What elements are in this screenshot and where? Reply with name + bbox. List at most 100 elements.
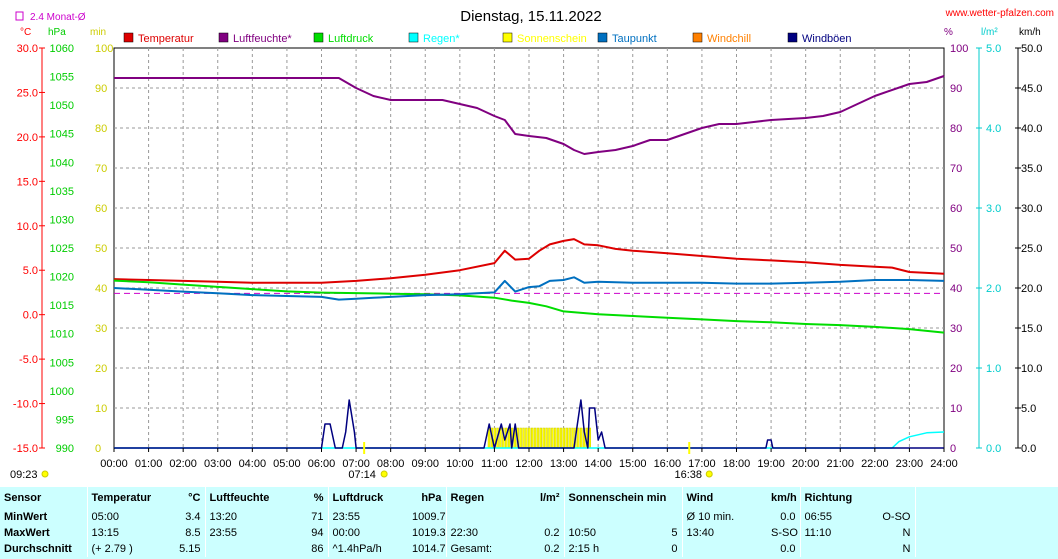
chart-marks — [113, 75, 945, 449]
temp-tick: 20.0 — [17, 132, 38, 144]
cell: N — [799, 541, 915, 557]
header-humidity: Luftfeuchte — [204, 487, 290, 509]
pressure-tick: 1000 — [50, 386, 74, 398]
sunshine-tick: 0 — [95, 443, 101, 455]
cell: 00:00 — [327, 525, 408, 541]
pressure-tick: 1045 — [50, 129, 74, 141]
sunshine-bar — [562, 427, 566, 449]
sunshine-tick: 50 — [95, 243, 107, 255]
humidity-unit-label: % — [944, 27, 953, 38]
x-tick-label: 04:00 — [239, 458, 267, 470]
cell: 23:55 — [327, 509, 408, 525]
header-rain: Regen — [445, 487, 526, 509]
header-wind: Wind — [681, 487, 767, 509]
cell: 13:40 — [681, 525, 767, 541]
sunshine-bar — [525, 427, 528, 449]
temp-tick: -5.0 — [19, 354, 38, 366]
temp-tick: 15.0 — [17, 176, 38, 188]
pressure-tick: 1055 — [50, 72, 74, 84]
wind-tick: 10.0 — [1021, 363, 1042, 375]
humidity-tick: 60 — [950, 203, 962, 215]
table-row: MaxWert 13:15 8.5 23:55 94 00:00 1019.3 … — [0, 525, 1055, 541]
rain-tick: 2.0 — [986, 283, 1001, 295]
legend: Temperatur Luftfeuchte* Luftdruck Regen* Son… — [123, 32, 852, 45]
pressure-tick: 1050 — [50, 100, 74, 112]
cell: 0.0 — [780, 511, 796, 523]
header-pressure-unit: hPa — [421, 492, 442, 504]
legend-label: Windböen — [802, 33, 852, 45]
temp-tick: -10.0 — [13, 399, 38, 411]
legend-label: Regen* — [423, 33, 460, 45]
cell: 23:55 — [204, 525, 290, 541]
x-tick-label: 19:00 — [757, 458, 785, 470]
cell — [445, 509, 526, 525]
legend-label: Windchill — [707, 33, 751, 45]
cell: 13:15 — [86, 525, 167, 541]
sunshine-tick: 20 — [95, 363, 107, 375]
sunset-label: 16:38 — [674, 469, 702, 481]
wind-tick: 0.0 — [1021, 443, 1036, 455]
header-pressure: Luftdruck — [327, 487, 408, 509]
cell: 13:40 — [686, 527, 715, 539]
cell: N — [902, 543, 911, 555]
wind-tick: 5.0 — [1021, 403, 1036, 415]
series-line — [114, 399, 944, 449]
header-sunshine: Sonnenschein min — [563, 487, 682, 509]
x-tick-label: 13:00 — [550, 458, 578, 470]
humidity-tick: 80 — [950, 123, 962, 135]
pressure-tick: 1030 — [50, 214, 74, 226]
sunshine-bar — [533, 427, 537, 449]
legend-label: Taupunkt — [612, 33, 657, 45]
sun-icon — [380, 470, 388, 478]
stats-table: Sensor Temperatur °C Luftfeuchte % Luftd… — [0, 487, 1058, 559]
cell: 0.2 — [544, 543, 560, 555]
x-tick-label: 22:00 — [861, 458, 889, 470]
series-line — [114, 75, 945, 155]
x-tick-label: 16:00 — [654, 458, 682, 470]
x-tick-label: 18:00 — [723, 458, 751, 470]
avg-marker-icon — [15, 11, 24, 21]
humidity-tick: 90 — [950, 83, 962, 95]
legend-label: Sonnenschein — [517, 33, 587, 45]
wind-tick: 45.0 — [1021, 83, 1042, 95]
rain-tick: 3.0 — [986, 203, 1001, 215]
sunshine-bar — [530, 427, 534, 449]
sun-icon — [705, 470, 713, 478]
temp-tick: 5.0 — [23, 265, 38, 277]
pressure-tick: 1040 — [50, 157, 74, 169]
pressure-tick: 1015 — [50, 300, 74, 312]
rain-tick: 0.0 — [986, 443, 1001, 455]
x-tick-label: 20:00 — [792, 458, 820, 470]
header-humidity-unit: % — [313, 492, 324, 504]
humidity-tick: 40 — [950, 283, 962, 295]
cell: Ø 10 min. — [686, 511, 735, 523]
pressure-tick: 1060 — [50, 43, 74, 55]
sunshine-tick: 60 — [95, 203, 107, 215]
series-line — [113, 279, 945, 334]
x-tick-label: 09:00 — [411, 458, 439, 470]
header-wind-unit: km/h — [771, 492, 797, 504]
x-tick-label: 03:00 — [204, 458, 232, 470]
avg-label: 2.4 Monat-Ø — [30, 12, 86, 23]
grid — [113, 47, 945, 449]
sunshine-bar — [579, 427, 583, 449]
sun-icon — [41, 470, 49, 478]
legend-swatch — [597, 32, 608, 43]
series-line — [113, 238, 945, 284]
series-line — [113, 276, 945, 301]
axes: °C hPa min% l/m² km/h 30.0 25.0 20.0 15.0 10.0 5.0… — [13, 27, 1043, 455]
pressure-tick: 1010 — [50, 329, 74, 341]
cell: 06:55 O-SO — [799, 509, 915, 525]
pressure-tick: 1025 — [50, 243, 74, 255]
sunshine-bar — [522, 427, 525, 449]
x-tick-label: 23:00 — [896, 458, 924, 470]
header-direction: Richtung — [799, 487, 915, 509]
cell: 0.2 — [544, 527, 560, 539]
temp-tick: 0.0 — [23, 310, 38, 322]
cell: 3.4 — [185, 511, 201, 523]
sunshine-bar — [568, 427, 571, 449]
x-tick-label: 01:00 — [135, 458, 163, 470]
legend-swatch — [408, 32, 419, 43]
source-link[interactable]: www.wetter-pfalzen.com — [945, 8, 1054, 19]
sunshine-bar — [559, 427, 563, 449]
